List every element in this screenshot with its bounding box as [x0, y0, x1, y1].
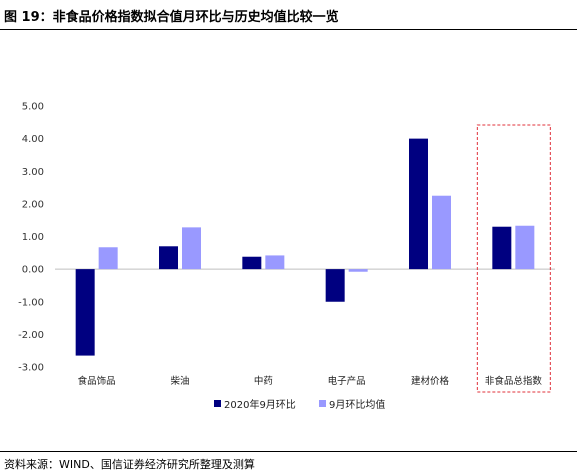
bar [348, 269, 368, 272]
bar [325, 269, 345, 302]
bar [159, 246, 178, 270]
footer-divider [0, 451, 577, 452]
legend-label: 9月环比均值 [329, 398, 385, 411]
y-tick-label: 5.00 [22, 102, 44, 113]
y-tick-label: 3.00 [22, 167, 44, 178]
bar [515, 225, 535, 270]
legend-label: 2020年9月环比 [224, 398, 296, 411]
legend-swatch [214, 400, 221, 407]
category-label: 食品饰品 [78, 375, 116, 387]
bar [492, 226, 512, 270]
chart-title: 图 19：非食品价格指数拟合值月环比与历史均值比较一览 [4, 10, 339, 25]
y-tick-label: -3.00 [18, 363, 44, 374]
category-label: 非食品总指数 [485, 375, 543, 387]
bar [98, 247, 118, 270]
category-label: 建材价格 [411, 375, 450, 387]
source-note: 资料来源：WIND、国信证券经济研究所整理及测算 [4, 458, 255, 471]
category-label: 中药 [254, 375, 273, 387]
y-tick-label: -2.00 [18, 330, 44, 341]
title-divider [0, 29, 577, 30]
highlight-box [476, 124, 551, 393]
bar [265, 255, 285, 270]
bar [409, 138, 428, 270]
y-tick-label: 4.00 [22, 134, 44, 145]
y-tick-label: -1.00 [18, 297, 44, 308]
legend-swatch [319, 400, 326, 407]
y-tick-label: 0.00 [22, 265, 44, 276]
y-tick-label: 2.00 [22, 199, 44, 210]
bar [75, 269, 95, 356]
category-label: 电子产品 [328, 375, 366, 387]
bar [182, 227, 201, 270]
y-tick-label: 1.00 [22, 232, 44, 243]
category-label: 柴油 [170, 375, 189, 387]
bar-chart: 5.00 4.00 3.00 2.00 1.00 0.00 -1.00 -2.00 -3.00 食… [18, 102, 555, 411]
bar [242, 256, 262, 270]
bar [432, 195, 451, 270]
